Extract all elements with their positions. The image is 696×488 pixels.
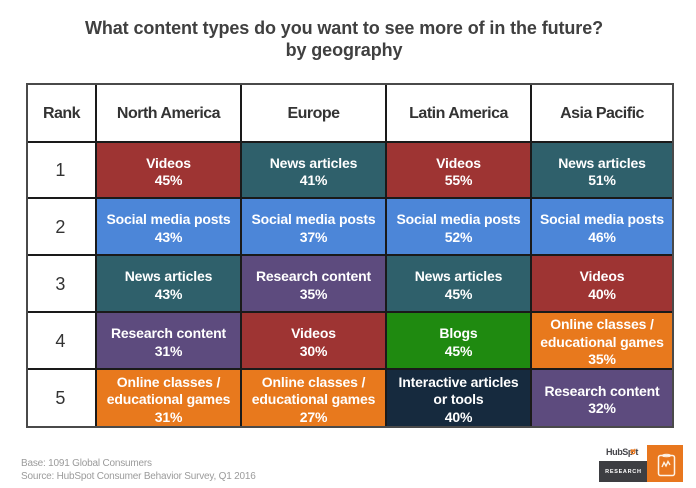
svg-text:t: t <box>635 447 638 457</box>
svg-text:HubSp: HubSp <box>606 447 634 457</box>
